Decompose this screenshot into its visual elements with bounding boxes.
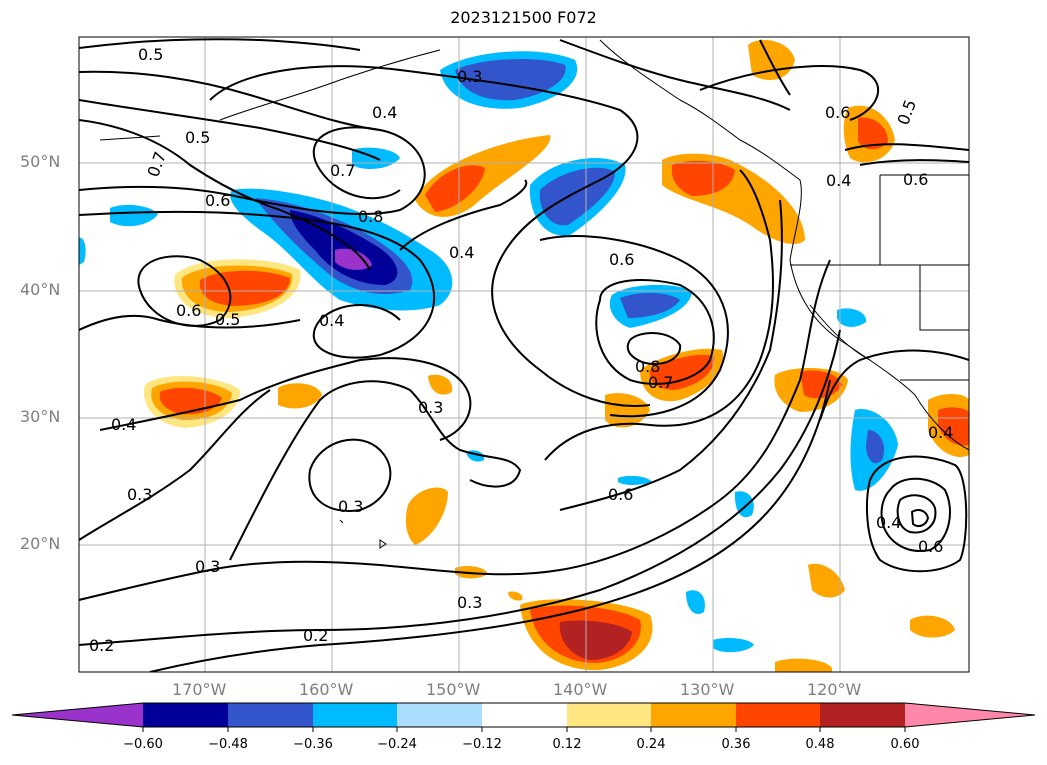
colorbar-segment xyxy=(567,703,651,727)
contour-label: 0.7 xyxy=(330,161,355,180)
positive-anomaly-region xyxy=(649,354,715,390)
negative-anomaly-region xyxy=(866,430,885,464)
longitude-label: 140°W xyxy=(553,680,608,699)
contour-label: 0.4 xyxy=(319,311,344,330)
latitude-label: 20°N xyxy=(20,534,61,553)
contour-label: 0.6 xyxy=(608,485,633,504)
latitude-label: 50°N xyxy=(20,152,61,171)
contour-label: 0.6 xyxy=(205,191,230,210)
contour-label: 0.2 xyxy=(303,626,328,645)
colorbar-extend-max xyxy=(905,703,1035,727)
positive-anomaly-region xyxy=(405,487,448,545)
longitude-label: 170°W xyxy=(172,680,227,699)
positive-anomaly-region xyxy=(775,658,832,672)
contour-label: 0.3 xyxy=(195,557,220,576)
contour-label: 0.3 xyxy=(457,67,482,86)
colorbar-ticks xyxy=(142,727,906,732)
positive-anomaly-region xyxy=(559,620,632,660)
contour-label: 0.2 xyxy=(89,636,114,655)
contour-label: 0.4 xyxy=(826,171,851,190)
negative-anomaly-region xyxy=(686,590,705,614)
contour-label: 0.4 xyxy=(876,513,901,532)
colorbar-tick-label: 0.24 xyxy=(636,737,666,752)
contour-label: 0.8 xyxy=(635,357,660,376)
contour-label: 0.7 xyxy=(648,373,673,392)
positive-anomaly-region xyxy=(938,407,969,446)
positive-anomaly-region xyxy=(748,40,795,80)
positive-anomaly-region xyxy=(425,165,485,212)
map-frame xyxy=(78,36,970,673)
contour-label: 0.5 xyxy=(138,45,163,64)
positive-anomaly-region xyxy=(508,591,523,601)
negative-anomaly-region xyxy=(620,292,680,318)
contour-label: 0.6 xyxy=(903,170,928,189)
colorbar-tick-label: −0.60 xyxy=(123,737,163,752)
contour-label: 0.3 xyxy=(457,593,482,612)
positive-anomaly-region xyxy=(808,563,845,598)
colorbar-segment xyxy=(228,703,313,727)
colorbar-tick-label: −0.12 xyxy=(462,737,502,752)
contour-label: 0.4 xyxy=(928,423,953,442)
contour-label: 0.5 xyxy=(215,310,240,329)
positive-anomaly-region xyxy=(605,393,650,428)
colorbar-tick-label: 0.36 xyxy=(721,737,751,752)
positive-anomaly-region xyxy=(278,383,322,409)
contour-labels: 0.5 0.5 0.7 0.6 0.5 0.4 0.6 0.4 0.3 0.4 … xyxy=(89,45,953,655)
negative-anomaly-region xyxy=(335,248,372,270)
contour-label: 0.4 xyxy=(372,103,397,122)
contour-label: 0.8 xyxy=(358,207,383,226)
colorbar-tick-label: 0.60 xyxy=(890,737,920,752)
colorbar-tick-label: 0.48 xyxy=(805,737,835,752)
colorbar-tick-label: 0.12 xyxy=(552,737,582,752)
longitude-label: 150°W xyxy=(426,680,481,699)
colorbar-tick-label: −0.24 xyxy=(377,737,417,752)
colorbar-tick-label: −0.48 xyxy=(208,737,248,752)
contour-label: 0.3 xyxy=(418,398,443,417)
contour-label: 0.6 xyxy=(176,301,201,320)
negative-anomaly-region xyxy=(713,637,754,653)
colorbar-segment xyxy=(482,703,567,727)
contour-lines xyxy=(79,38,969,672)
colorbar-segment xyxy=(736,703,820,727)
colorbar-segment xyxy=(651,703,736,727)
map-panel: 0.5 0.5 0.7 0.6 0.5 0.4 0.6 0.4 0.3 0.4 … xyxy=(79,37,969,672)
contour-label: 0.6 xyxy=(825,103,850,122)
negative-anomaly-region xyxy=(837,308,867,327)
contour-label: 0.4 xyxy=(449,243,474,262)
positive-anomaly-region xyxy=(910,615,955,638)
longitude-label: 160°W xyxy=(299,680,354,699)
positive-anomaly-region xyxy=(858,117,888,150)
colorbar-segment xyxy=(397,703,482,727)
contour-label: 0.4 xyxy=(111,415,136,434)
contour-label: 0.6 xyxy=(918,537,943,556)
longitude-label: 130°W xyxy=(680,680,735,699)
negative-anomaly-region xyxy=(110,204,158,227)
latitude-label: 40°N xyxy=(20,280,61,299)
contour-label: 0.3 xyxy=(338,497,363,516)
colorbar-segment xyxy=(313,703,397,727)
positive-anomaly-region xyxy=(199,270,290,306)
anomaly-shading xyxy=(79,40,969,672)
contour-label: 0.5 xyxy=(185,128,210,147)
positive-anomaly-region xyxy=(428,374,453,395)
contour-label: 0.3 xyxy=(127,485,152,504)
longitude-label: 120°W xyxy=(807,680,862,699)
coastlines xyxy=(99,39,969,549)
colorbar-segment xyxy=(820,703,905,727)
negative-anomaly-region xyxy=(618,475,652,485)
positive-anomaly-region xyxy=(671,160,735,196)
negative-anomaly-region xyxy=(79,237,86,265)
colorbar-extend-min xyxy=(12,703,143,727)
colorbar-segment xyxy=(143,703,228,727)
colorbar xyxy=(11,702,1036,732)
colorbar-tick-label: −0.36 xyxy=(293,737,333,752)
map-title: 2023121500 F072 xyxy=(450,8,597,27)
latitude-label: 30°N xyxy=(20,407,61,426)
contour-label: 0.6 xyxy=(609,250,634,269)
